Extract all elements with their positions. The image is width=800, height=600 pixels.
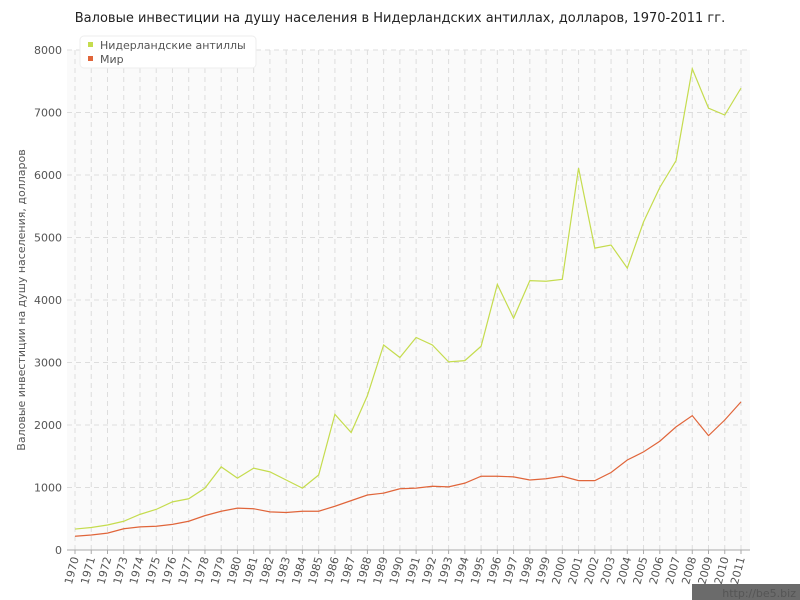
chart-title: Валовые инвестиции на душу населения в Н… [75, 11, 725, 26]
y-tick-label: 7000 [34, 107, 62, 120]
legend-box [79, 35, 257, 69]
y-tick-label: 4000 [34, 294, 62, 307]
legend-label: Нидерландские антиллы [100, 39, 246, 52]
series-line [74, 66, 742, 530]
y-tick-label: 2000 [34, 419, 62, 432]
watermark: http://be5.biz [722, 587, 796, 600]
y-tick-label: 8000 [34, 44, 62, 57]
y-axis-label: Валовые инвестиции на душу населения, до… [15, 149, 28, 450]
y-tick-label: 0 [55, 544, 62, 557]
watermark-bg [692, 584, 800, 600]
series-line [74, 401, 742, 537]
y-tick-label: 6000 [34, 169, 62, 182]
legend-swatch [88, 56, 93, 61]
legend-swatch [88, 42, 93, 47]
legend-label: Мир [100, 53, 124, 66]
y-tick-label: 5000 [34, 232, 62, 245]
y-tick-label: 3000 [34, 357, 62, 370]
y-tick-label: 1000 [34, 482, 62, 495]
